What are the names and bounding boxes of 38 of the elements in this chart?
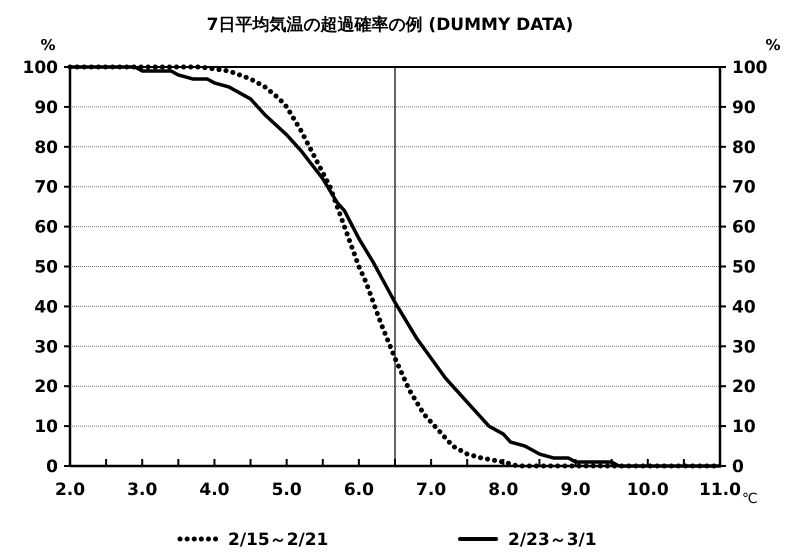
y-tick-label: 60 bbox=[34, 218, 58, 238]
x-axis-title: ℃ bbox=[742, 491, 758, 507]
legend-label: 2/15～2/21 bbox=[228, 530, 328, 550]
y2-tick-label: 90 bbox=[732, 98, 756, 118]
y-axis-title: % bbox=[40, 36, 56, 54]
y2-axis-title: % bbox=[765, 36, 781, 54]
y2-tick-label: 80 bbox=[732, 138, 756, 158]
y-tick-label: 10 bbox=[34, 417, 58, 438]
x-tick-label: 9.0 bbox=[560, 480, 591, 500]
x-tick-label: 8.0 bbox=[488, 480, 519, 500]
y-tick-label: 50 bbox=[34, 258, 58, 278]
y2-tick-label: 10 bbox=[732, 417, 756, 438]
x-tick-label: 3.0 bbox=[127, 480, 158, 500]
y2-tick-label: 60 bbox=[732, 218, 756, 238]
x-tick-label: 5.0 bbox=[272, 480, 302, 500]
y-tick-label: 70 bbox=[34, 178, 58, 198]
x-tick-label: 2.0 bbox=[54, 480, 86, 500]
chart-title: 7日平均気温の超過確率の例 (DUMMY DATA) bbox=[206, 15, 574, 35]
y2-tick-label: 100 bbox=[732, 58, 768, 78]
x-tick-label: 11.0 bbox=[699, 480, 742, 500]
y-tick-label: 40 bbox=[34, 297, 58, 318]
x-tick-label: 4.0 bbox=[199, 480, 230, 500]
y2-tick-label: 30 bbox=[732, 337, 756, 358]
y-tick-label: 90 bbox=[34, 98, 58, 118]
legend-label: 2/23～3/1 bbox=[508, 530, 597, 550]
y2-tick-label: 70 bbox=[732, 178, 756, 198]
y2-tick-label: 40 bbox=[732, 297, 756, 318]
y-tick-label: 20 bbox=[34, 377, 58, 398]
y-tick-label: 0 bbox=[46, 457, 58, 477]
x-tick-label: 10.0 bbox=[626, 480, 669, 500]
y2-tick-label: 20 bbox=[732, 377, 756, 398]
y-tick-label: 80 bbox=[34, 138, 58, 158]
y2-tick-label: 50 bbox=[732, 258, 756, 278]
x-tick-label: 6.0 bbox=[344, 480, 374, 500]
y2-tick-label: 0 bbox=[732, 457, 744, 477]
x-tick-label: 7.0 bbox=[416, 480, 446, 500]
y-tick-label: 30 bbox=[34, 337, 58, 358]
y-tick-label: 100 bbox=[22, 58, 58, 78]
